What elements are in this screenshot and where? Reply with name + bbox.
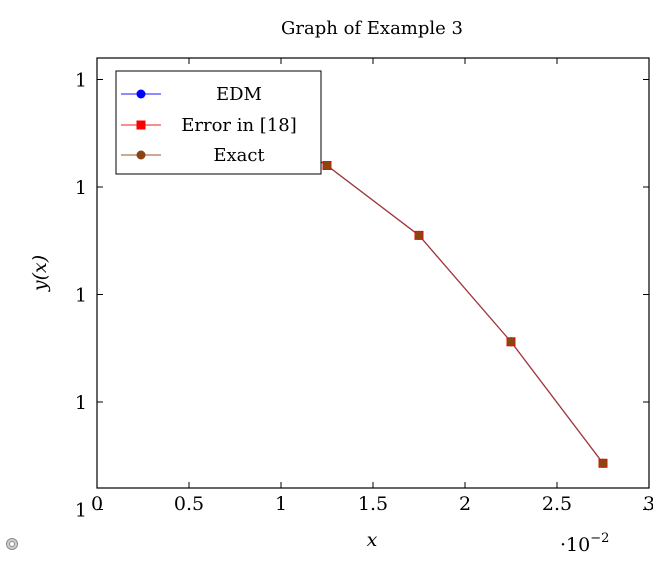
x-tick-label: 2: [459, 493, 471, 515]
y-axis-ticks: 1 1 1 1 1: [75, 70, 649, 522]
series-point: [506, 337, 516, 347]
x-tick-label: 0: [91, 493, 103, 515]
chart-title: Graph of Example 3: [281, 18, 463, 39]
series-point: [598, 458, 608, 468]
x-axis-ticks: 0 0.5 1 1.5 2 2.5 3: [91, 58, 653, 515]
x-scale-exponent: −2: [590, 531, 609, 546]
legend-label: Error in [18]: [181, 115, 297, 136]
y-tick-label: 1: [75, 70, 87, 92]
x-tick-label: 2.5: [542, 493, 572, 515]
x-tick-label: 3: [643, 493, 653, 515]
legend-marker: [136, 120, 146, 130]
legend-marker: [136, 89, 146, 99]
y-tick-label: 1: [75, 177, 87, 199]
y-axis-title-group: y(x): [29, 255, 51, 292]
x-tick-label: 1.5: [358, 493, 388, 515]
y-tick-label: 1: [75, 285, 87, 307]
y-tick-label: 1: [75, 500, 87, 522]
y-tick-label: 1: [75, 392, 87, 414]
legend: EDM Error in [18] Exact: [115, 70, 322, 175]
x-scale-note: ·10−2: [560, 531, 609, 556]
legend-label: EDM: [216, 84, 262, 105]
series-point: [414, 230, 424, 240]
y-axis-title: y(x): [29, 255, 51, 292]
gear-icon: [6, 538, 18, 550]
x-scale-base: ·10: [560, 534, 590, 556]
x-tick-label: 1: [275, 493, 287, 515]
x-axis-title: x: [367, 529, 378, 551]
series-point: [322, 161, 332, 170]
x-tick-label: 0.5: [174, 493, 204, 515]
legend-label: Exact: [213, 145, 265, 166]
legend-box: [115, 70, 322, 175]
legend-marker: [136, 150, 146, 160]
